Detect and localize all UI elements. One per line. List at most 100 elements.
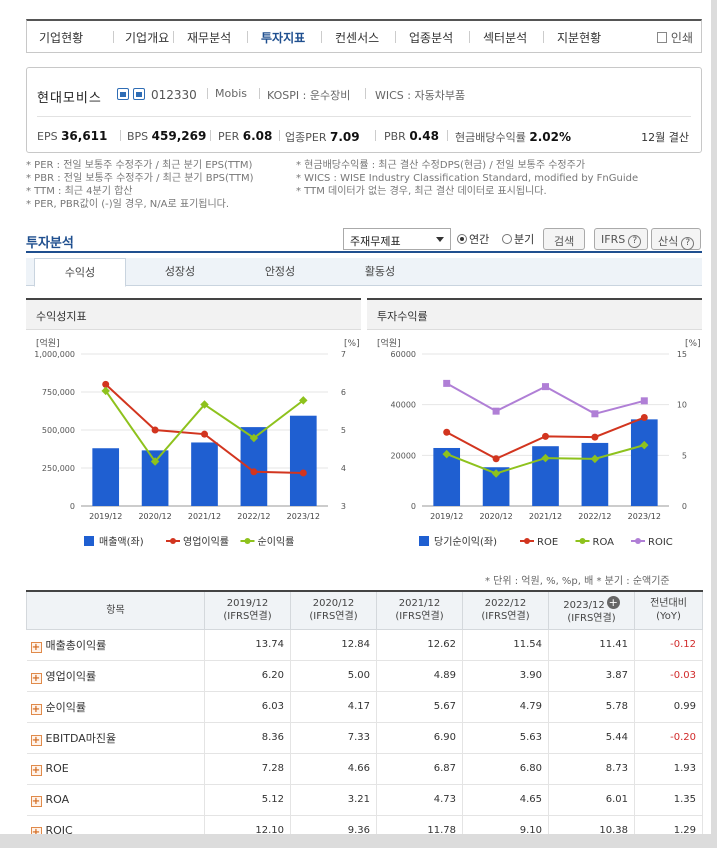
legend-marker-2 — [244, 538, 251, 544]
profitability-chart-panel: 수익성지표 [억원] [%] 0 250,000 500,000 750,000 1,000… — [26, 298, 361, 558]
table-cell: 5.78 — [548, 691, 635, 723]
legend-swatch-0 — [84, 536, 94, 546]
radio-annual[interactable]: 연간 — [457, 231, 489, 247]
point-1-2 — [542, 432, 549, 440]
table-cell: 7.28 — [204, 753, 291, 785]
tab-activity[interactable]: 활동성 — [364, 265, 396, 278]
table-cell: 4.89 — [376, 660, 463, 692]
table-cell: 5.00 — [290, 660, 377, 692]
nav-investment-indicators[interactable]: 투자지표 — [261, 31, 306, 45]
header-period: 2020/12 (IFRS연결) — [290, 590, 377, 630]
legend-label-2: 순이익률 — [258, 536, 295, 548]
table-cell: 4.79 — [462, 691, 549, 723]
left-tick-label: 0 — [70, 502, 75, 511]
point-2-4 — [640, 440, 649, 450]
table-cell: 4.73 — [376, 784, 463, 816]
building-icon[interactable] — [133, 88, 145, 100]
table-row: + ROA 5.12 3.21 4.73 4.65 6.01 1.35 — [26, 784, 703, 816]
stat-dividend-yield: 현금배당수익률 2.02% — [455, 130, 571, 144]
table-row: + ROE 7.28 4.66 6.87 6.80 8.73 1.93 — [26, 753, 703, 785]
table-cell: 4.65 — [462, 784, 549, 816]
header-period: 2023/12 + (IFRS연결) — [548, 590, 635, 630]
x-tick-label: 2022/12 — [578, 512, 611, 521]
nav-divider — [395, 31, 396, 43]
nav-sector-analysis[interactable]: 섹터분석 — [483, 31, 528, 45]
note-ttm-missing: * TTM 데이터가 없는 경우, 최근 결산 데이터로 표시됩니다. — [296, 186, 547, 197]
meta-divider — [207, 88, 208, 99]
legend-label-2: ROA — [593, 537, 615, 548]
stat-bps: BPS 459,269 — [127, 129, 207, 143]
meta-divider — [365, 88, 366, 99]
x-tick-label: 2022/12 — [237, 512, 270, 521]
nav-industry-analysis[interactable]: 업종분석 — [409, 31, 454, 45]
point-2-2 — [541, 453, 550, 463]
header-yoy: 전년대비 (YoY) — [634, 590, 703, 630]
nav-financial-analysis[interactable]: 재무분석 — [187, 31, 232, 45]
x-tick-label: 2019/12 — [89, 512, 122, 521]
row-label[interactable]: + 순이익률 — [26, 691, 205, 723]
legend-swatch-0 — [419, 536, 429, 546]
statement-select[interactable]: 주재무제표 — [343, 228, 451, 250]
search-button[interactable]: 검색 — [543, 228, 586, 250]
expand-row-icon[interactable]: + — [30, 795, 42, 807]
left-axis-unit: [억원] — [36, 337, 60, 349]
return-chart-panel: 투자수익률 [억원] [%] 0 20000 40000 60000 0 5 10 15 2019/… — [367, 298, 702, 558]
right-tick-label: 10 — [677, 401, 687, 410]
tab-profitability[interactable]: 수익성 — [34, 258, 126, 287]
table-cell: 6.03 — [204, 691, 291, 723]
legend-label-1: 영업이익률 — [183, 535, 229, 548]
left-tick-label: 20000 — [391, 451, 416, 460]
point-1-2 — [201, 430, 208, 438]
expand-row-icon[interactable]: + — [30, 764, 42, 776]
point-1-4 — [299, 469, 307, 477]
table-cell: 6.01 — [548, 784, 635, 816]
home-icon[interactable] — [117, 88, 129, 100]
wics-sector: WICS : 자동차부품 — [375, 89, 466, 102]
left-axis-unit: [억원] — [377, 337, 401, 349]
nav-company-overview[interactable]: 기업개요 — [125, 31, 170, 45]
top-nav: 기업현황 기업개요 재무분석 투자지표 컨센서스 업종분석 섹터분석 지분현황 … — [26, 19, 702, 53]
row-label[interactable]: + EBITDA마진율 — [26, 722, 205, 754]
nav-consensus[interactable]: 컨센서스 — [335, 31, 380, 45]
table-cell: 5.63 — [462, 722, 549, 754]
nav-company-status[interactable]: 기업현황 — [39, 31, 84, 45]
nav-divider — [113, 31, 114, 43]
row-label[interactable]: + 매출총이익률 — [26, 629, 205, 661]
summary-divider — [37, 116, 691, 117]
print-button[interactable]: 인쇄 — [656, 29, 693, 46]
right-tick-label: 0 — [682, 502, 687, 511]
note-pbr: * PBR : 전일 보통주 수정주가 / 최근 분기 BPS(TTM) — [26, 173, 254, 184]
table-cell: 11.54 — [462, 629, 549, 661]
radio-checked-icon — [457, 234, 467, 244]
chevron-down-icon — [436, 237, 444, 242]
nav-divider — [469, 31, 470, 43]
nav-shareholding[interactable]: 지분현황 — [557, 31, 602, 45]
legend-marker-2 — [579, 538, 586, 544]
ifrs-help-button[interactable]: IFRS? — [594, 228, 649, 250]
row-label[interactable]: + ROE — [26, 753, 205, 785]
legend-label-3: ROIC — [648, 537, 673, 548]
right-tick-label: 3 — [341, 502, 346, 511]
add-column-icon[interactable]: + — [606, 595, 620, 609]
left-tick-label: 250,000 — [42, 464, 75, 473]
table-cell: 6.87 — [376, 753, 463, 785]
right-tick-label: 7 — [341, 350, 346, 359]
row-label[interactable]: + 영업이익률 — [26, 660, 205, 692]
tab-growth[interactable]: 성장성 — [164, 265, 196, 278]
table-row: + 영업이익률 6.20 5.00 4.89 3.90 3.87 -0.03 — [26, 660, 703, 692]
point-2-3 — [590, 454, 600, 464]
left-tick-label: 500,000 — [42, 426, 75, 435]
row-label[interactable]: + ROA — [26, 784, 205, 816]
radio-quarterly[interactable]: 분기 — [502, 231, 534, 247]
tab-stability[interactable]: 안정성 — [264, 265, 296, 278]
legend-marker-1 — [524, 538, 530, 544]
yoy-cell: 0.99 — [634, 691, 703, 723]
expand-row-icon[interactable]: + — [30, 672, 42, 684]
expand-row-icon[interactable]: + — [30, 703, 42, 715]
table-cell: 6.90 — [376, 722, 463, 754]
expand-row-icon[interactable]: + — [30, 734, 42, 746]
table-cell: 3.87 — [548, 660, 635, 692]
header-period: 2019/12 (IFRS연결) — [204, 590, 291, 630]
formula-help-button[interactable]: 산식? — [651, 228, 702, 250]
expand-row-icon[interactable]: + — [30, 641, 42, 653]
